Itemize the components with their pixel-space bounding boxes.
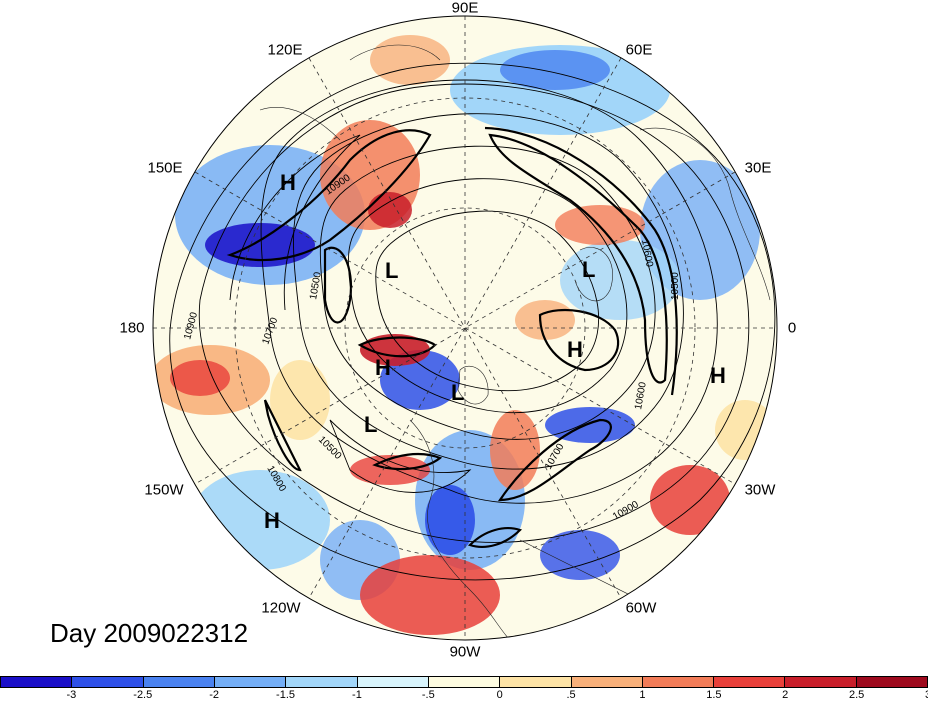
colorbar-cell [714,677,786,687]
colorbar-cell [500,677,572,687]
day-title: Day 2009022312 [50,618,249,648]
colorbar-tick-label: -3 [66,689,77,701]
center-label: L [582,257,595,282]
polar-map: H L L H H L L H H 10900 10500 10700 1050… [152,15,778,641]
colorbar-tick-label: 2 [782,689,789,701]
lon-label-150e: 150E [147,159,183,177]
contour-label: 10500 [670,272,681,300]
lon-label-180: 180 [119,319,145,337]
colorbar-cell [856,677,928,687]
center-label: H [710,363,726,388]
colorbar-tick-label: .5 [566,689,576,701]
center-label: H [264,508,280,533]
colorbar-tick-label: 1.5 [706,689,722,701]
contour-label: 10600 [633,381,649,411]
colorbar-tick-label: -1 [352,689,362,701]
colorbar-tick-label: -1.5 [276,689,296,701]
lon-label-0: 0 [787,319,797,337]
colorbar-tick-label: -2 [209,689,220,701]
colorbar-tick-label: -2.5 [133,689,153,701]
lon-label-150w: 150W [144,481,184,499]
colorbar-cell [428,677,501,687]
lon-label-120e: 120E [267,41,303,59]
colorbar-cell [214,677,287,687]
colorbar [0,676,928,688]
colorbar-cell [143,677,215,687]
contour-label: 10600 [639,239,655,269]
contour-label: 10500 [308,271,324,301]
lon-label-60w: 60W [625,599,657,617]
jet-contours [226,126,678,548]
center-label: L [385,258,398,283]
colorbar-cell [571,677,643,687]
graticule [153,16,777,640]
colorbar-cell [642,677,715,687]
colorbar-tick-label: 1 [639,689,646,701]
coastlines [259,44,771,640]
lon-label-60e: 60E [625,41,653,59]
colorbar-tick-label: 3 [925,689,928,701]
colorbar-tick-label: 0 [496,689,503,701]
colorbar-tick-label: -.5 [421,689,435,701]
colorbar-cell [1,677,73,687]
center-label: H [567,337,583,362]
colorbar-cell [785,677,857,687]
center-label: L [364,412,377,437]
colorbar-cell [286,677,358,687]
lon-label-30w: 30W [744,481,776,499]
lon-label-30e: 30E [744,159,772,177]
center-label: H [280,170,296,195]
center-label: H [375,355,391,380]
map-boundary [152,15,778,641]
colorbar-tick-label: 2.5 [848,689,865,701]
colorbar-cell [357,677,429,687]
lon-label-90w: 90W [449,643,481,661]
center-label: L [451,380,464,405]
lon-label-90e: 90E [451,0,479,17]
pressure-centers: H L L H H L L H H [264,170,726,533]
lon-label-120w: 120W [261,599,301,617]
colorbar-cell [72,677,144,687]
